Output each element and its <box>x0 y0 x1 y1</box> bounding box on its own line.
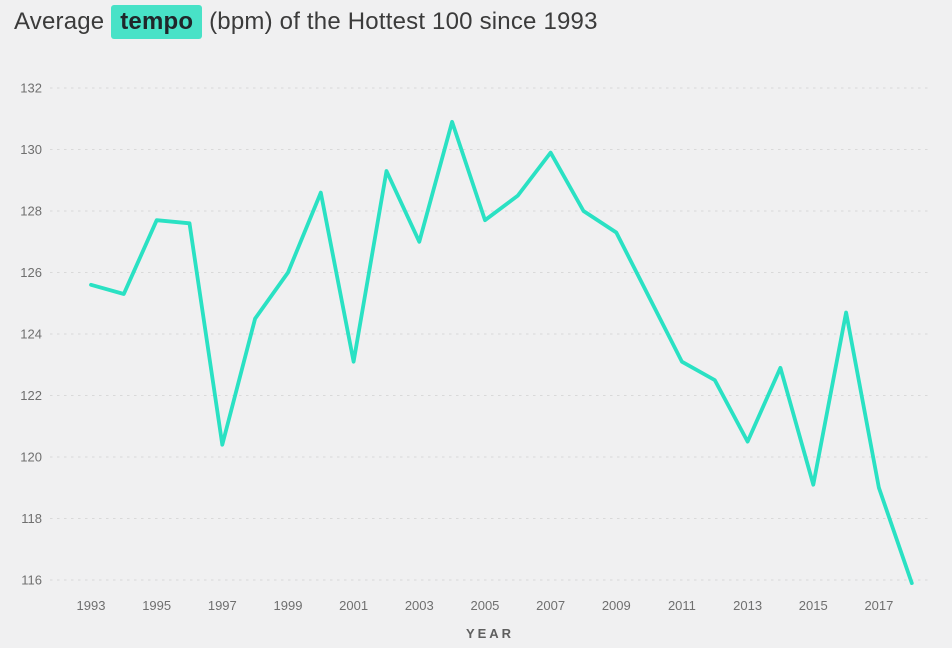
x-tick-label: 2003 <box>405 598 434 613</box>
x-tick-label: 1995 <box>142 598 171 613</box>
y-tick-label: 118 <box>21 511 42 526</box>
y-tick-label: 116 <box>21 573 42 588</box>
x-tick-label: 2017 <box>864 598 893 613</box>
x-tick-label: 2001 <box>339 598 368 613</box>
x-tick-label: 1997 <box>208 598 237 613</box>
y-tick-label: 128 <box>20 204 42 219</box>
x-tick-label: 2015 <box>799 598 828 613</box>
x-tick-label: 1993 <box>77 598 106 613</box>
y-tick-label: 126 <box>20 265 42 280</box>
page-title: Average tempo (bpm) of the Hottest 100 s… <box>14 5 598 39</box>
y-tick-label: 132 <box>20 81 42 96</box>
x-tick-label: 2007 <box>536 598 565 613</box>
y-tick-label: 130 <box>20 142 42 157</box>
y-tick-label: 122 <box>20 388 42 403</box>
title-highlight: tempo <box>111 5 203 39</box>
y-tick-label: 124 <box>20 327 42 342</box>
tempo-line <box>89 119 914 585</box>
title-suffix: (bpm) of the Hottest 100 since 1993 <box>202 8 598 35</box>
x-tick-label: 2009 <box>602 598 631 613</box>
x-tick-label: 2013 <box>733 598 762 613</box>
x-axis-title: YEAR <box>465 626 515 641</box>
x-tick-label: 2005 <box>470 598 499 613</box>
title-prefix: Average <box>14 8 112 35</box>
x-tick-label: 1999 <box>274 598 303 613</box>
x-tick-label: 2011 <box>668 598 696 613</box>
y-tick-label: 120 <box>20 450 42 465</box>
